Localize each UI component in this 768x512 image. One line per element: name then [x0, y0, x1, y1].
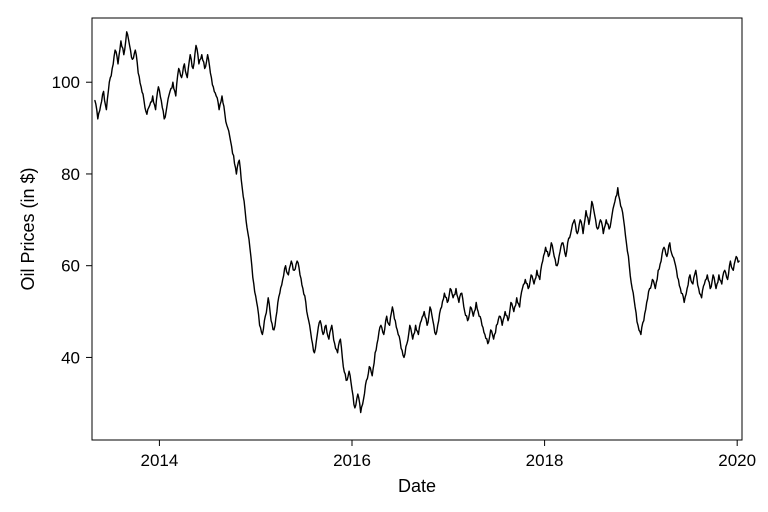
- y-tick-label: 60: [61, 257, 80, 276]
- x-axis-label: Date: [398, 476, 436, 496]
- x-tick-label: 2014: [140, 451, 178, 470]
- y-tick-label: 80: [61, 165, 80, 184]
- oil-price-series: [95, 32, 739, 413]
- y-tick-label: 40: [61, 348, 80, 367]
- x-tick-label: 2020: [718, 451, 756, 470]
- y-tick-label: 100: [52, 73, 80, 92]
- chart-svg: 2014 2016 2018 2020 Date 40 60 80 100 Oil Prices …: [0, 0, 768, 512]
- x-tick-label: 2016: [333, 451, 371, 470]
- plot-border: [92, 18, 742, 440]
- oil-price-chart: 2014 2016 2018 2020 Date 40 60 80 100 Oil Prices …: [0, 0, 768, 512]
- y-axis-label: Oil Prices (in $): [18, 167, 38, 290]
- x-tick-label: 2018: [526, 451, 564, 470]
